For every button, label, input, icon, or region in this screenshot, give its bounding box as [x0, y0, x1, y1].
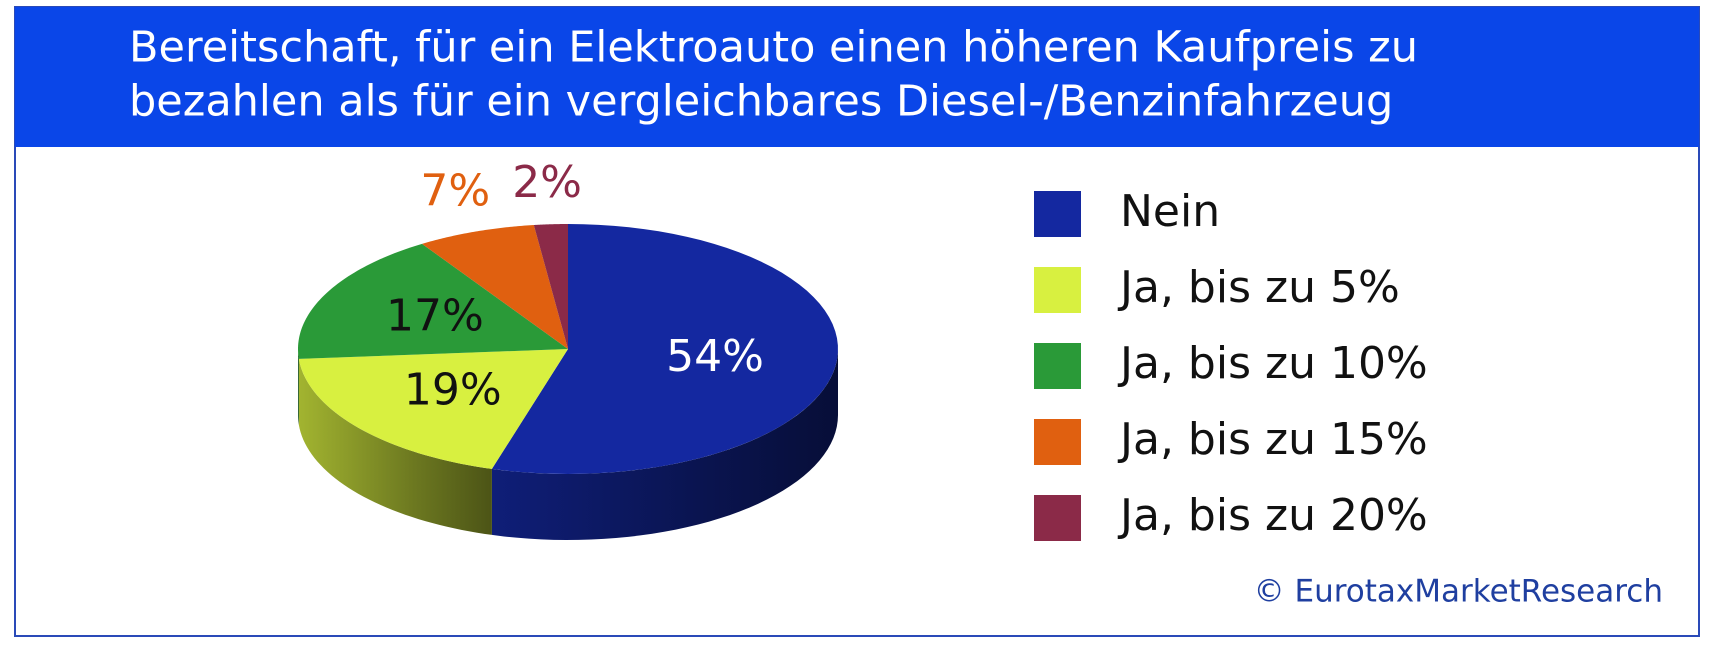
slice: [422, 225, 568, 349]
data-label: 54%: [666, 331, 764, 382]
data-label: 19%: [404, 364, 502, 415]
legend-label: Ja, bis zu 15%: [1117, 414, 1428, 465]
legend-swatch: [1034, 343, 1081, 389]
chart-title: Bereitschaft, für ein Elektroauto einen …: [129, 23, 1418, 73]
legend-label: Ja, bis zu 10%: [1117, 338, 1428, 389]
slice: [491, 224, 838, 474]
slice: [533, 224, 568, 349]
source: © EurotaxMarketResearch: [1254, 574, 1663, 610]
legend-swatch: [1034, 267, 1081, 313]
slice-side: [298, 349, 299, 425]
legend-swatch: [1034, 495, 1081, 541]
title-band: [15, 7, 1699, 147]
data-label: 7%: [420, 166, 490, 217]
slice-side: [491, 349, 838, 540]
data-label: 2%: [512, 157, 582, 208]
slice: [298, 243, 568, 359]
data-label: 17%: [386, 290, 484, 341]
legend-label: Nein: [1120, 186, 1220, 237]
chart-title: bezahlen als für ein vergleichbares Dies…: [129, 77, 1393, 127]
slice-side: [298, 358, 492, 535]
slice: [298, 349, 568, 469]
legend-label: Ja, bis zu 20%: [1117, 490, 1428, 541]
legend-swatch: [1034, 191, 1081, 237]
legend-swatch: [1034, 419, 1081, 465]
legend-label: Ja, bis zu 5%: [1117, 262, 1400, 313]
